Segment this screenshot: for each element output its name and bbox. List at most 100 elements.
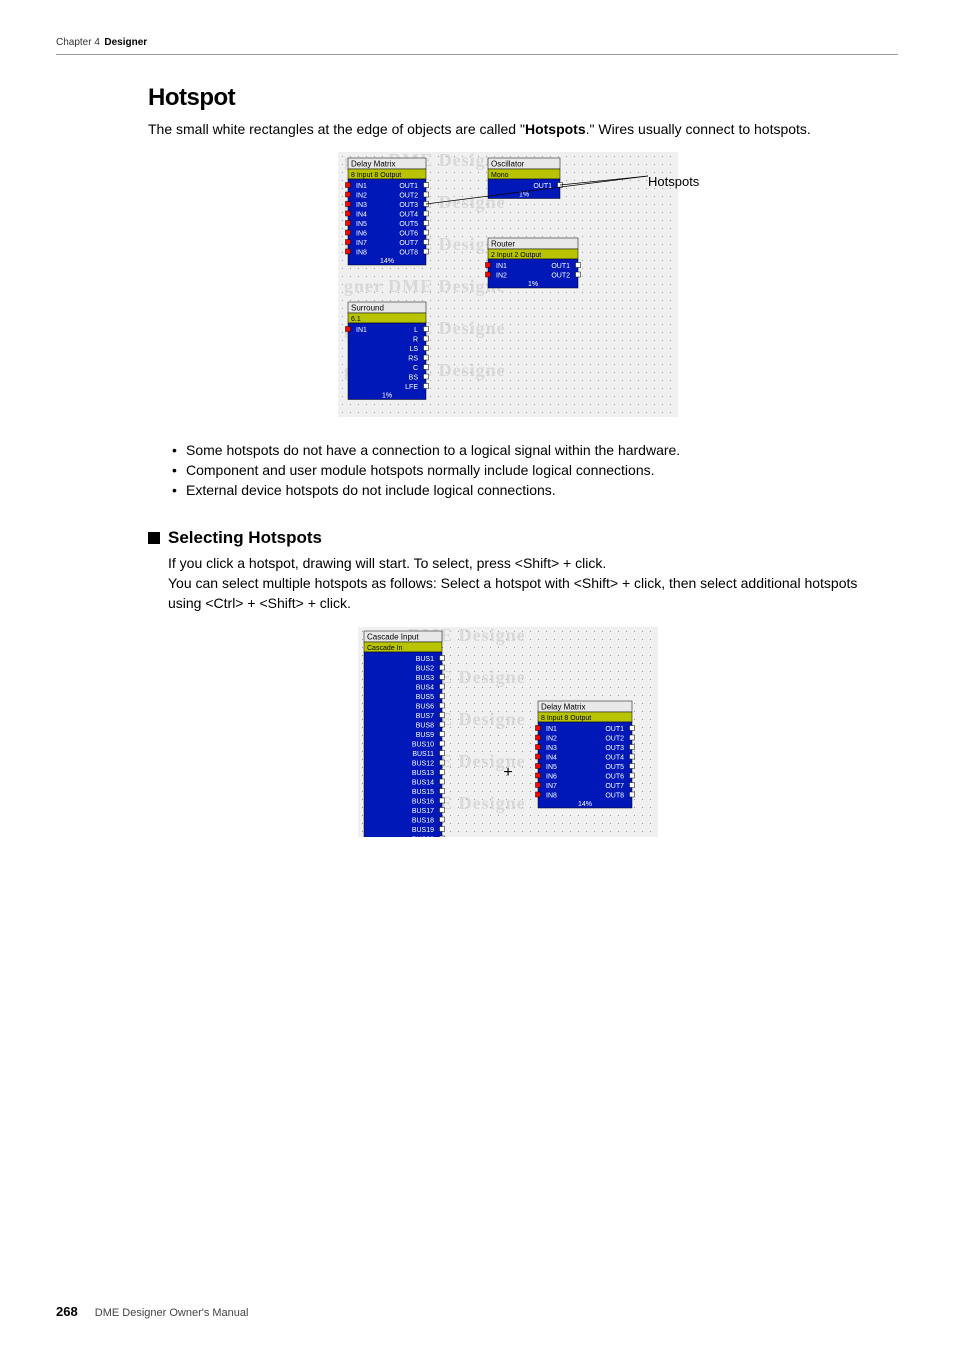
svg-text:BUS18: BUS18 [412,818,434,825]
svg-text:IN3: IN3 [356,202,367,209]
svg-text:IN6: IN6 [546,774,557,781]
svg-text:1%: 1% [382,392,392,399]
svg-text:R: R [413,336,418,343]
subheading-text: Selecting Hotspots [168,528,322,548]
svg-text:8 Input 8 Output: 8 Input 8 Output [351,172,401,179]
svg-text:IN1: IN1 [546,726,557,733]
svg-text:BUS4: BUS4 [416,685,434,692]
svg-text:BUS17: BUS17 [412,808,434,815]
svg-text:OUT2: OUT2 [605,736,624,743]
svg-text:Surround: Surround [351,303,384,312]
svg-text:Mono: Mono [491,172,509,179]
svg-text:IN5: IN5 [546,764,557,771]
chapter-name: Designer [104,37,147,48]
svg-text:IN8: IN8 [546,793,557,800]
svg-text:IN1: IN1 [496,263,507,270]
svg-text:LS: LS [409,346,418,353]
svg-text:gner DME Designe: gner DME Designe [344,276,506,296]
svg-text:OUT8: OUT8 [605,793,624,800]
svg-text:IN5: IN5 [356,221,367,228]
svg-text:OUT2: OUT2 [399,192,418,199]
svg-text:OUT5: OUT5 [605,764,624,771]
page-number: 268 [56,1304,78,1319]
svg-text:BUS15: BUS15 [412,789,434,796]
svg-text:L: L [414,327,418,334]
svg-text:IN7: IN7 [356,240,367,247]
svg-text:Router: Router [491,239,515,248]
svg-text:LFE: LFE [405,384,418,391]
svg-text:BUS16: BUS16 [412,799,434,806]
svg-text:Cascade In: Cascade In [367,645,403,652]
svg-text:OUT6: OUT6 [399,230,418,237]
figure-hotspots: gner DME Designegner DME Designegner DME… [148,152,868,422]
square-bullet-icon [148,532,160,544]
svg-text:OUT7: OUT7 [399,240,418,247]
svg-text:OUT3: OUT3 [605,745,624,752]
svg-text:BUS19: BUS19 [412,827,434,834]
intro-pre: The small white rectangles at the edge o… [148,121,525,137]
svg-text:Cascade Input: Cascade Input [367,633,419,642]
svg-text:IN3: IN3 [546,745,557,752]
svg-text:BUS14: BUS14 [412,780,434,787]
sub-body-line: You can select multiple hotspots as foll… [168,574,868,613]
svg-text:RS: RS [408,355,418,362]
svg-text:OUT3: OUT3 [399,202,418,209]
intro-bold: Hotspots [525,121,586,137]
svg-text:OUT5: OUT5 [399,221,418,228]
svg-text:BUS5: BUS5 [416,694,434,701]
svg-text:OUT8: OUT8 [399,249,418,256]
svg-text:IN4: IN4 [546,755,557,762]
chapter-label: Chapter 4 [56,37,100,48]
svg-text:IN7: IN7 [546,783,557,790]
svg-text:6.1: 6.1 [351,316,361,323]
intro-post: ." Wires usually connect to hotspots. [586,121,811,137]
bullet-item: Component and user module hotspots norma… [172,460,868,480]
svg-text:BUS8: BUS8 [416,723,434,730]
svg-text:OUT6: OUT6 [605,774,624,781]
intro-text: The small white rectangles at the edge o… [148,120,868,140]
svg-text:IN1: IN1 [356,327,367,334]
svg-text:Delay Matrix: Delay Matrix [541,703,585,712]
svg-text:1%: 1% [519,191,529,198]
svg-text:BUS11: BUS11 [412,751,434,758]
manual-name: DME Designer Owner's Manual [95,1307,249,1319]
svg-text:C: C [413,365,418,372]
svg-text:BUS20: BUS20 [412,837,434,838]
page-header: Chapter 4 Designer [56,32,898,55]
svg-text:OUT4: OUT4 [605,755,624,762]
svg-text:IN6: IN6 [356,230,367,237]
svg-text:BUS7: BUS7 [416,713,434,720]
svg-text:1%: 1% [528,281,538,288]
svg-text:BUS6: BUS6 [416,704,434,711]
svg-text:BUS1: BUS1 [416,656,434,663]
svg-text:+: + [503,764,512,781]
svg-text:14%: 14% [578,801,592,808]
bullet-list: Some hotspots do not have a connection t… [172,440,868,501]
svg-text:IN1: IN1 [356,183,367,190]
figure-selecting: gner DME Designegner DME Designegner DME… [148,627,868,842]
svg-text:BUS3: BUS3 [416,675,434,682]
sub-body-line: If you click a hotspot, drawing will sta… [168,554,868,574]
svg-text:BUS10: BUS10 [412,742,434,749]
svg-text:2 Input 2 Output: 2 Input 2 Output [491,252,541,259]
svg-text:OUT1: OUT1 [551,263,570,270]
svg-text:Delay Matrix: Delay Matrix [351,159,395,168]
svg-text:OUT2: OUT2 [551,272,570,279]
svg-text:BUS12: BUS12 [412,761,434,768]
figure-selecting-svg: gner DME Designegner DME Designegner DME… [358,627,658,837]
svg-text:IN2: IN2 [546,736,557,743]
bullet-item: Some hotspots do not have a connection t… [172,440,868,460]
page-title: Hotspot [148,84,868,112]
hotspot-callout-label: Hotspots [648,174,699,189]
svg-text:OUT4: OUT4 [399,211,418,218]
svg-text:14%: 14% [380,258,394,265]
subheading-body: If you click a hotspot, drawing will sta… [168,554,868,613]
svg-text:IN2: IN2 [356,192,367,199]
svg-text:OUT1: OUT1 [605,726,624,733]
svg-text:BUS9: BUS9 [416,732,434,739]
svg-text:OUT1: OUT1 [399,183,418,190]
figure-hotspots-svg: gner DME Designegner DME Designegner DME… [338,152,678,417]
page-content: Hotspot The small white rectangles at th… [148,84,868,842]
svg-text:Oscillator: Oscillator [491,159,525,168]
svg-text:OUT7: OUT7 [605,783,624,790]
